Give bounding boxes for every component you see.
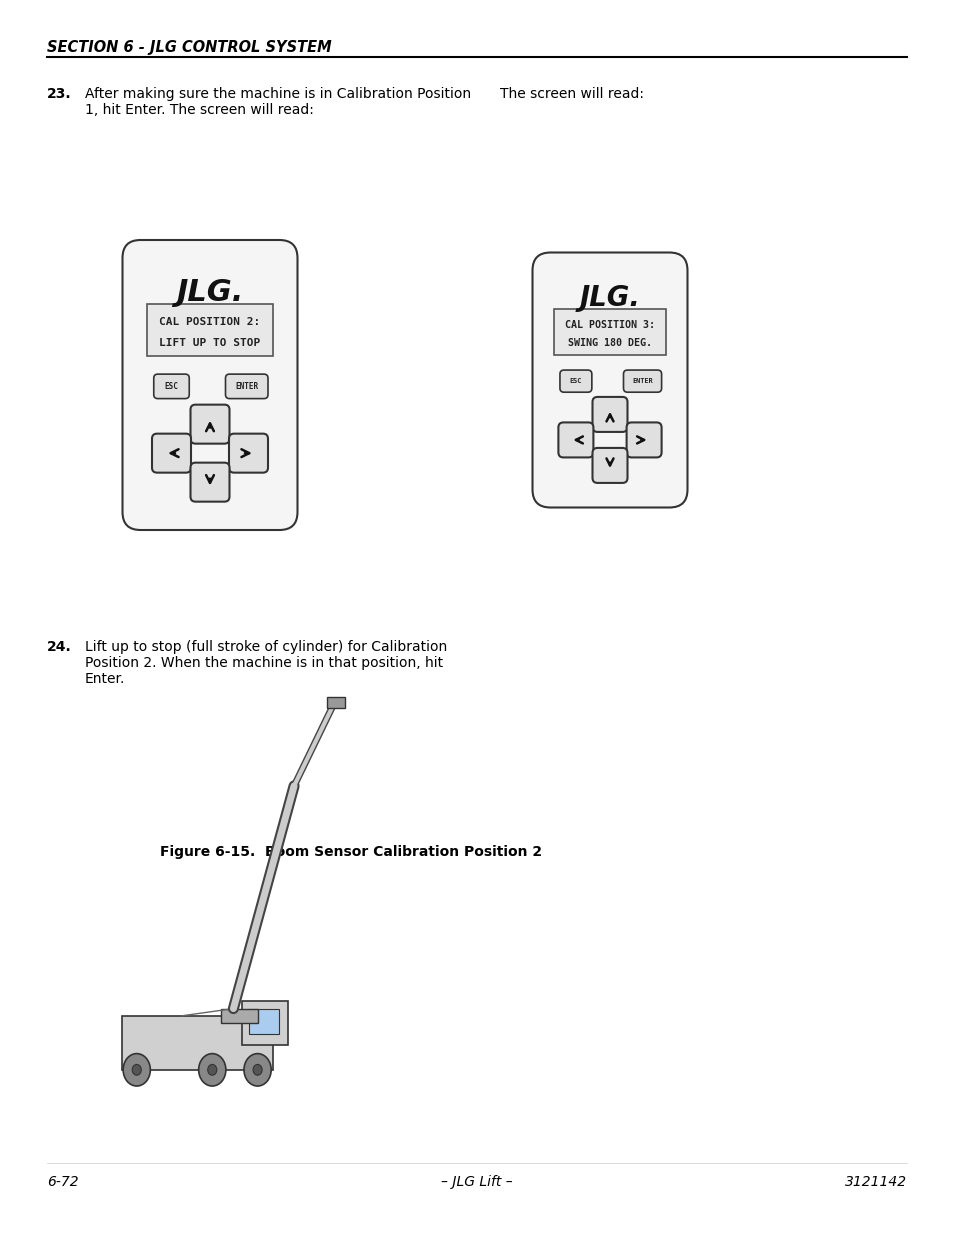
FancyBboxPatch shape <box>225 374 268 399</box>
FancyBboxPatch shape <box>623 370 661 393</box>
Circle shape <box>208 1065 216 1076</box>
FancyBboxPatch shape <box>554 309 665 354</box>
FancyBboxPatch shape <box>147 304 273 356</box>
Circle shape <box>244 1053 271 1086</box>
Bar <box>327 697 345 708</box>
FancyBboxPatch shape <box>229 433 268 473</box>
FancyBboxPatch shape <box>191 463 230 501</box>
FancyBboxPatch shape <box>626 422 661 457</box>
Text: ENTER: ENTER <box>235 382 258 390</box>
Bar <box>122 1015 273 1070</box>
Text: – JLG Lift –: – JLG Lift – <box>440 1174 513 1189</box>
FancyBboxPatch shape <box>592 396 627 432</box>
FancyBboxPatch shape <box>122 240 297 530</box>
Circle shape <box>123 1053 151 1086</box>
Text: 23.: 23. <box>47 86 71 101</box>
FancyBboxPatch shape <box>153 374 189 399</box>
Text: ESC: ESC <box>164 382 178 390</box>
Text: JLG.: JLG. <box>579 284 639 312</box>
FancyBboxPatch shape <box>532 252 687 508</box>
Text: Lift up to stop (full stroke of cylinder) for Calibration
Position 2. When the m: Lift up to stop (full stroke of cylinder… <box>85 640 447 687</box>
Text: CAL POSITION 2:: CAL POSITION 2: <box>159 317 260 327</box>
Bar <box>242 1002 288 1045</box>
Text: SECTION 6 - JLG CONTROL SYSTEM: SECTION 6 - JLG CONTROL SYSTEM <box>47 40 332 56</box>
Text: 24.: 24. <box>47 640 71 655</box>
Text: ENTER: ENTER <box>632 378 652 384</box>
FancyBboxPatch shape <box>191 405 230 443</box>
Text: 6-72: 6-72 <box>47 1174 78 1189</box>
Text: JLG.: JLG. <box>176 278 243 306</box>
FancyBboxPatch shape <box>559 370 591 393</box>
Text: 3121142: 3121142 <box>844 1174 906 1189</box>
Text: CAL POSITION 3:: CAL POSITION 3: <box>564 320 655 330</box>
FancyBboxPatch shape <box>592 448 627 483</box>
Text: Figure 6-15.  Boom Sensor Calibration Position 2: Figure 6-15. Boom Sensor Calibration Pos… <box>160 845 541 860</box>
Bar <box>221 1009 257 1023</box>
Text: The screen will read:: The screen will read: <box>499 86 643 101</box>
Circle shape <box>253 1065 262 1076</box>
Circle shape <box>198 1053 226 1086</box>
Text: ESC: ESC <box>569 378 581 384</box>
FancyBboxPatch shape <box>152 433 191 473</box>
FancyBboxPatch shape <box>558 422 593 457</box>
Text: After making sure the machine is in Calibration Position
1, hit Enter. The scree: After making sure the machine is in Cali… <box>85 86 471 117</box>
Circle shape <box>132 1065 141 1076</box>
Text: LIFT UP TO STOP: LIFT UP TO STOP <box>159 338 260 348</box>
Text: SWING 180 DEG.: SWING 180 DEG. <box>567 338 651 348</box>
Bar <box>248 1009 278 1034</box>
